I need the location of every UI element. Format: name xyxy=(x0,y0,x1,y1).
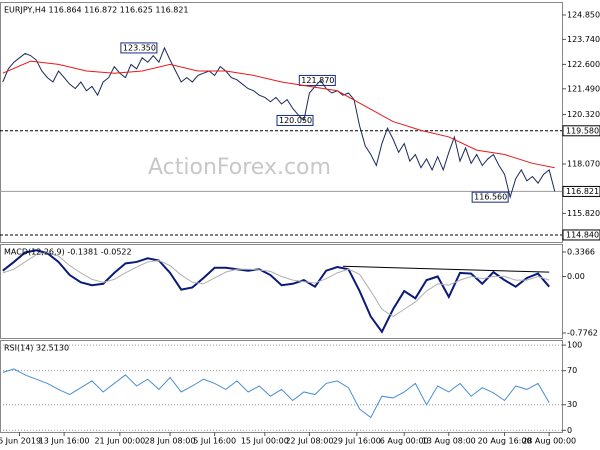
y-tick-label: 0.3366 xyxy=(567,247,595,256)
panel-frame xyxy=(0,2,563,243)
x-tick-label: 6 Aug 00:00 xyxy=(380,437,429,446)
level-label: 119.580 xyxy=(566,126,599,135)
level-label-box xyxy=(562,185,600,197)
y-tick-label: -0.7762 xyxy=(567,328,598,337)
x-tick-label: 28 Jun 08:00 xyxy=(145,437,196,446)
price-annotation-box xyxy=(471,191,509,203)
level-label: 114.840 xyxy=(566,230,599,239)
x-tick-label: 6 Jun 2019 xyxy=(0,437,41,446)
series-line xyxy=(2,368,550,419)
y-tick-label: 0 xyxy=(567,426,572,435)
x-tick-label: 28 Aug 00:00 xyxy=(522,437,576,446)
price-annotation-box xyxy=(120,42,158,54)
series-line xyxy=(2,60,555,169)
watermark: ActionForex.com xyxy=(148,155,331,180)
y-tick-label: 123.740 xyxy=(567,35,600,44)
series-line xyxy=(2,251,550,318)
level-label: 116.821 xyxy=(566,187,599,196)
y-tick-label: 120.320 xyxy=(567,110,600,119)
x-tick-label: 29 Jul 16:00 xyxy=(333,437,381,446)
price-annotation-box xyxy=(276,114,314,126)
series-line xyxy=(2,46,556,200)
level-label-box xyxy=(562,229,600,241)
y-tick-label: 118.070 xyxy=(567,159,600,168)
y-tick-label: 70 xyxy=(567,366,577,375)
panel-title: RSI(14) 32.5130 xyxy=(4,344,69,353)
y-tick-label: 124.850 xyxy=(567,10,600,19)
y-tick-label: 115.820 xyxy=(567,209,600,218)
price-annotation-box xyxy=(298,74,336,86)
y-tick-label: 30 xyxy=(567,400,577,409)
x-tick-label: 13 Jun 16:00 xyxy=(39,437,90,446)
y-tick-label: 122.600 xyxy=(567,60,600,69)
price-annotation: 116.560 xyxy=(474,193,507,202)
panel-title: MACD(12,26,9) -0.1381 -0.0522 xyxy=(4,248,132,257)
x-tick-label: 22 Jul 08:00 xyxy=(285,437,333,446)
price-annotation: 120.050 xyxy=(279,116,312,125)
x-tick-label: 13 Aug 08:00 xyxy=(422,437,476,446)
series-line xyxy=(2,249,550,334)
trendline xyxy=(342,265,550,273)
x-tick-label: 15 Jul 00:00 xyxy=(241,437,289,446)
price-annotation: 121.870 xyxy=(301,76,334,85)
x-tick-label: 5 Jul 16:00 xyxy=(193,437,236,446)
panel-frame xyxy=(0,244,563,339)
y-tick-label: 121.490 xyxy=(567,84,600,93)
level-label-box xyxy=(562,125,600,137)
panel-frame xyxy=(0,340,563,433)
x-tick-label: 21 Jun 00:00 xyxy=(94,437,145,446)
x-tick-label: 20 Aug 16:00 xyxy=(478,437,532,446)
panel-title: EURJPY,H4 116.864 116.872 116.625 116.82… xyxy=(4,6,189,15)
y-tick-label: 100 xyxy=(567,341,582,350)
y-tick-label: 0.00 xyxy=(567,272,585,281)
price-annotation: 123.350 xyxy=(123,43,156,52)
